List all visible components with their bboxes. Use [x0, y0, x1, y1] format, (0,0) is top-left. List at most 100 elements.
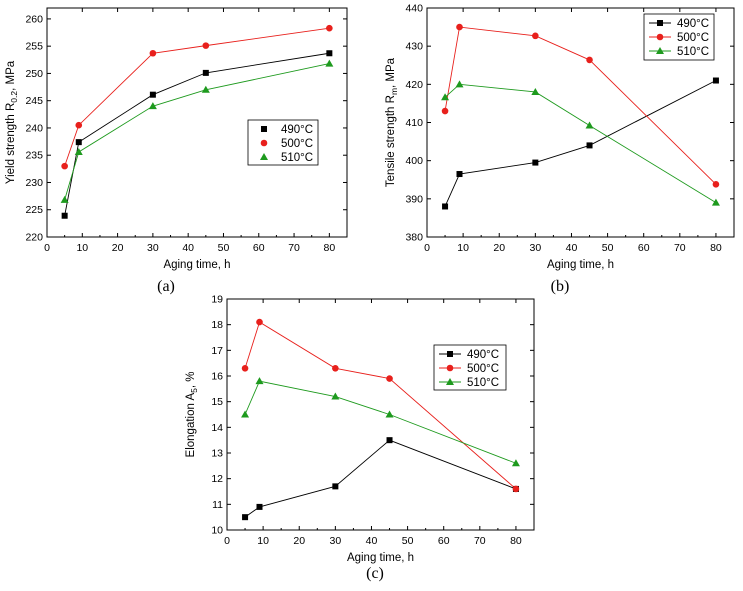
y-tick-label: 225: [25, 204, 43, 216]
x-tick-label: 80: [324, 242, 336, 254]
series-510°C: [60, 59, 334, 203]
y-tick-label: 14: [211, 422, 223, 434]
data-point: [241, 410, 250, 418]
series-500°C: [241, 318, 520, 493]
data-point: [531, 87, 540, 95]
x-tick-label: 80: [510, 535, 522, 547]
y-tick-label: 12: [211, 473, 223, 485]
x-tick-label: 70: [288, 242, 300, 254]
y-tick-label: 400: [405, 155, 423, 167]
data-point: [332, 365, 339, 372]
legend-label: 490°C: [467, 349, 499, 361]
y-tick-label: 380: [405, 232, 423, 244]
legend-marker: [260, 139, 268, 147]
x-tick-label: 60: [438, 535, 450, 547]
data-point: [74, 147, 83, 155]
data-point: [61, 212, 68, 219]
y-tick-label: 420: [405, 79, 423, 91]
series-510°C: [441, 80, 720, 206]
legend-marker: [446, 364, 454, 372]
panel-label: (c): [366, 565, 384, 582]
x-tick-label: 10: [76, 242, 88, 254]
y-tick-label: 260: [25, 13, 43, 25]
legend: 490°C 500°C 510°C: [643, 13, 715, 61]
data-point: [61, 162, 68, 170]
legend-marker: [261, 126, 267, 132]
data-point: [455, 80, 464, 88]
data-point: [149, 49, 157, 57]
data-point: [255, 377, 264, 385]
data-point: [456, 23, 463, 31]
y-tick-label: 10: [211, 525, 223, 537]
series-line: [444, 83, 717, 204]
x-tick-label: 40: [566, 242, 578, 254]
data-point: [331, 392, 340, 400]
series-500°C: [61, 24, 333, 170]
data-point: [512, 485, 520, 493]
plot-frame: [46, 7, 348, 238]
y-axis-label: Elongation A5, %: [185, 372, 199, 458]
legend-label: 500°C: [467, 363, 499, 375]
y-tick-label: 250: [25, 68, 43, 80]
data-point: [532, 159, 539, 166]
data-point: [75, 121, 83, 129]
plot-frame: [226, 298, 535, 531]
x-tick-label: 20: [293, 535, 305, 547]
data-point: [441, 107, 449, 115]
y-tick-label: 440: [405, 3, 423, 15]
legend: 490°C 500°C 510°C: [247, 119, 319, 166]
y-tick-label: 235: [25, 150, 43, 162]
series-490°C: [242, 437, 519, 521]
y-tick-label: 11: [212, 499, 223, 511]
y-tick-label: 18: [211, 319, 223, 331]
x-tick-label: 70: [674, 242, 686, 254]
data-point: [511, 459, 520, 467]
x-tick-label: 0: [424, 242, 430, 254]
x-tick-label: 30: [530, 242, 542, 254]
panel-label: (b): [551, 278, 570, 295]
y-tick-label: 16: [211, 371, 223, 383]
y-tick-label: 220: [25, 232, 43, 244]
data-point: [586, 56, 593, 64]
y-tick-label: 15: [211, 396, 223, 408]
x-tick-label: 80: [710, 242, 722, 254]
data-point: [201, 85, 210, 93]
x-tick-label: 60: [253, 242, 265, 254]
data-point: [386, 375, 393, 382]
data-point: [202, 42, 210, 49]
x-tick-label: 20: [112, 242, 124, 254]
data-point: [456, 171, 463, 178]
x-tick-label: 0: [224, 535, 230, 547]
data-point: [532, 32, 539, 40]
legend-label: 490°C: [677, 18, 709, 30]
legend-marker: [447, 351, 453, 357]
chart-3: 0 10 20 30 40 50 60 70 8010111213141516171819Agi…: [185, 294, 535, 582]
x-tick-label: 40: [182, 242, 194, 254]
data-point: [202, 69, 209, 76]
series-line: [244, 380, 517, 464]
y-tick-label: 390: [405, 193, 423, 205]
legend-marker: [657, 20, 663, 26]
data-point: [326, 24, 333, 32]
legend-marker: [656, 47, 664, 54]
x-tick-label: 40: [366, 535, 378, 547]
y-tick-label: 230: [25, 177, 43, 189]
x-axis-label: Aging time, h: [163, 259, 230, 271]
data-point: [332, 483, 339, 490]
x-tick-label: 30: [147, 242, 159, 254]
x-axis-label: Aging time, h: [547, 259, 614, 271]
x-tick-label: 0: [44, 242, 50, 254]
legend-marker: [446, 378, 454, 385]
panel-label: (a): [157, 278, 175, 295]
y-tick-label: 255: [25, 41, 43, 53]
data-point: [712, 181, 720, 188]
chart-1: 0 10 20 30 40 50 60 70 80 220 225 230 235 240 245 250 25…: [5, 7, 348, 295]
data-point: [325, 59, 334, 67]
chart-2: 0 10 20 30 40 50 60 70 80 380 390 400 410 420 430 440 Ag…: [385, 3, 735, 295]
legend-label: 510°C: [467, 377, 499, 389]
data-point: [75, 139, 82, 146]
data-point: [149, 91, 156, 98]
x-tick-label: 70: [474, 535, 486, 547]
legend-box: [433, 344, 507, 391]
